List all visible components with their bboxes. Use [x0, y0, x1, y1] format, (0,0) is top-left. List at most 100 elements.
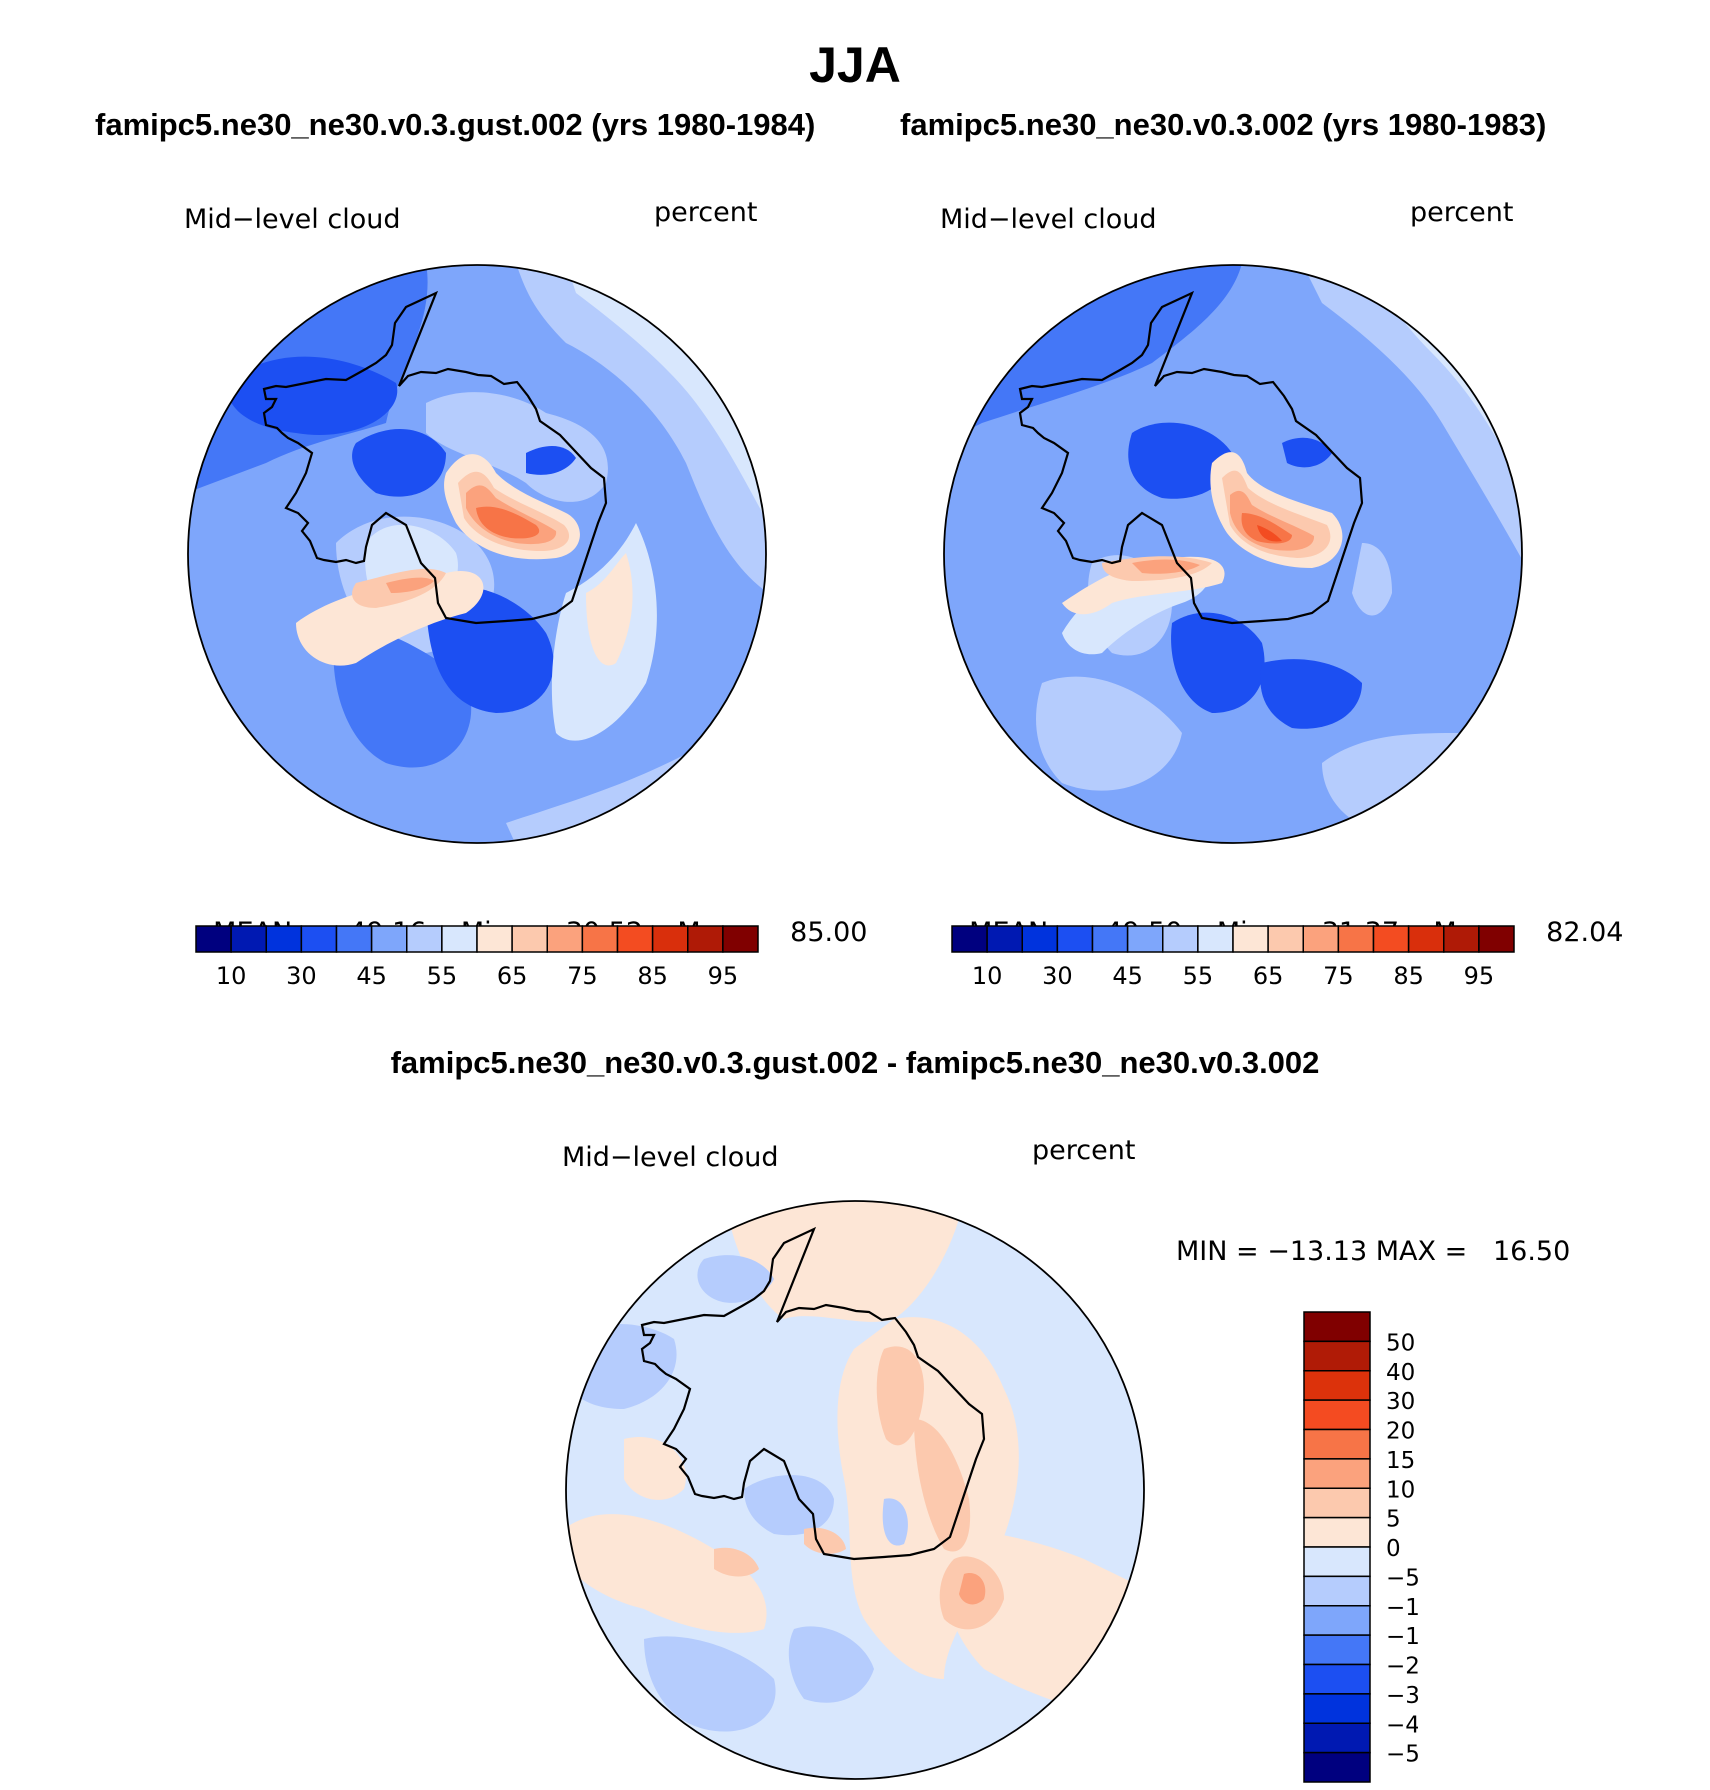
- diff-colorbar-tick: 5: [1386, 1507, 1401, 1533]
- diff-colorbar-tick: 40: [1386, 1360, 1415, 1386]
- panel2-coastline: [1018, 290, 1364, 625]
- panel1-case-title: famipc5.ne30_ne30.v0.3.gust.002 (yrs 198…: [95, 107, 816, 142]
- diff-colorbar-tick: 30: [1386, 1389, 1415, 1415]
- panel2-colorbar-box: [1021, 925, 1059, 953]
- panel1-colorbar-tick: 65: [497, 962, 528, 990]
- panel2-variable-label: Mid−level cloud: [940, 204, 1157, 235]
- panel1-colorbar-box: [546, 925, 584, 953]
- diff-colorbar-box: [1303, 1458, 1371, 1489]
- diff-colorbar-box: [1303, 1663, 1371, 1695]
- panel1-colorbar-tick: 55: [427, 962, 458, 990]
- panel1-colorbar-tick: 30: [286, 962, 317, 990]
- main-title: JJA: [809, 37, 901, 93]
- panel2-colorbar-tick: 45: [1112, 962, 1143, 990]
- panel2-colorbar-box: [1162, 925, 1199, 953]
- panel1-colorbar-tick: 45: [356, 962, 387, 990]
- diff-colorbar-box: [1303, 1399, 1371, 1431]
- panel1-contours: [188, 265, 766, 843]
- diff-colorbar-box: [1303, 1751, 1371, 1783]
- panel1-coastline: [262, 290, 608, 625]
- panel2-colorbar-box: [1478, 925, 1515, 953]
- panel1-colorbar-box: [406, 925, 443, 953]
- panel1-colorbar-box: [265, 925, 303, 953]
- diff-colorbar-tick: 15: [1386, 1448, 1415, 1474]
- panel1-map: [187, 264, 767, 844]
- panel1-colorbar-box: [511, 925, 548, 953]
- diff-colorbar-tick: −10: [1386, 1595, 1418, 1621]
- diff-colorbar-tick: −30: [1386, 1683, 1418, 1709]
- panel2-colorbar-box: [1337, 925, 1375, 953]
- panel2-colorbar-box: [951, 925, 988, 953]
- diff-colorbar-box: [1303, 1516, 1371, 1548]
- panel2-colorbar-box: [1126, 925, 1164, 953]
- panel2-colorbar-box: [1232, 925, 1269, 953]
- panel2-colorbar-box: [1056, 925, 1094, 953]
- diff-colorbar-tick: −40: [1386, 1712, 1418, 1738]
- diff-contours: [566, 1201, 1144, 1779]
- panel2-units-label: percent: [1410, 197, 1514, 228]
- panel1-colorbar-box: [335, 925, 373, 953]
- diff-colorbar-box: [1303, 1487, 1371, 1519]
- panel2-colorbar-tick: 85: [1393, 962, 1424, 990]
- panel2-colorbar-tick: 75: [1323, 962, 1354, 990]
- diff-colorbar-box: [1303, 1546, 1371, 1578]
- panel1-colorbar-tick: 85: [637, 962, 668, 990]
- diff-colorbar-box: [1303, 1693, 1371, 1724]
- diff-colorbar-tick: −20: [1386, 1654, 1418, 1680]
- panel1-colorbar-box: [581, 925, 619, 953]
- panel2-colorbar: 10 30 45 55 65 75 85 95: [951, 925, 1515, 990]
- diff-colorbar-tick: −15: [1386, 1624, 1418, 1650]
- diff-colorbar-box: [1303, 1722, 1371, 1754]
- panel2-colorbar-box: [1197, 925, 1234, 953]
- difference-title: famipc5.ne30_ne30.v0.3.gust.002 - famipc…: [390, 1045, 1320, 1080]
- panel2-colorbar-tick: 30: [1042, 962, 1073, 990]
- panel1-map-border: [187, 264, 767, 844]
- panel2-colorbar-box: [1302, 925, 1340, 953]
- panel2-map-border: [943, 264, 1523, 844]
- diff-colorbar-box: [1303, 1428, 1371, 1460]
- panel2-map: [943, 264, 1523, 844]
- panel1-colorbar-box: [687, 925, 724, 953]
- diff-units-label: percent: [1032, 1135, 1136, 1166]
- panel1-colorbar-box: [476, 925, 513, 953]
- panel2-colorbar-box: [1267, 925, 1304, 953]
- panel2-colorbar-box: [1407, 925, 1445, 953]
- panel1-variable-label: Mid−level cloud: [184, 204, 401, 235]
- panel2-colorbar-box: [1372, 925, 1410, 953]
- panel1-colorbar-tick: 95: [708, 962, 739, 990]
- diff-colorbar-tick: −5: [1386, 1565, 1418, 1591]
- panel1-colorbar-box: [722, 925, 759, 953]
- panel2-colorbar-box: [1443, 925, 1480, 953]
- panel2-case-title: famipc5.ne30_ne30.v0.3.002 (yrs 1980-198…: [900, 107, 1547, 142]
- panel2-max-value: 82.04: [1546, 917, 1624, 948]
- diff-colorbar-box: [1303, 1605, 1371, 1636]
- panel2-colorbar-box: [986, 925, 1023, 953]
- panel1-colorbar-box: [651, 925, 689, 953]
- panel2-colorbar-tick: 55: [1183, 962, 1214, 990]
- panel1-colorbar-box: [195, 925, 232, 953]
- panel1-colorbar-tick: 75: [567, 962, 598, 990]
- panel2-colorbar-tick: 10: [972, 962, 1003, 990]
- diff-colorbar-tick: 0: [1386, 1536, 1401, 1562]
- diff-map-border: [565, 1200, 1145, 1780]
- diff-coastline: [640, 1226, 986, 1561]
- panel1-colorbar-box: [370, 925, 408, 953]
- panel1-units-label: percent: [654, 197, 758, 228]
- panel1-colorbar: 10 30 45 55 65 75 85 95: [195, 925, 759, 990]
- diff-map: [565, 1200, 1145, 1780]
- panel1-colorbar-box: [230, 925, 267, 953]
- diff-colorbar-box: [1303, 1634, 1371, 1666]
- diff-variable-label: Mid−level cloud: [562, 1142, 779, 1173]
- diff-colorbar-box: [1303, 1370, 1371, 1401]
- diff-colorbar-tick: 50: [1386, 1330, 1415, 1356]
- diff-range-text: MIN = −13.13 MAX = 16.50: [1176, 1236, 1571, 1267]
- panel1-colorbar-box: [300, 925, 338, 953]
- panel2-colorbar-tick: 95: [1464, 962, 1495, 990]
- diff-colorbar-box: [1303, 1575, 1371, 1607]
- diff-colorbar-tick: 10: [1386, 1477, 1415, 1503]
- panel2-contours: [944, 265, 1522, 843]
- panel1-max-value: 85.00: [790, 917, 868, 948]
- panel2-colorbar-tick: 65: [1253, 962, 1284, 990]
- diff-colorbar-box: [1303, 1340, 1371, 1372]
